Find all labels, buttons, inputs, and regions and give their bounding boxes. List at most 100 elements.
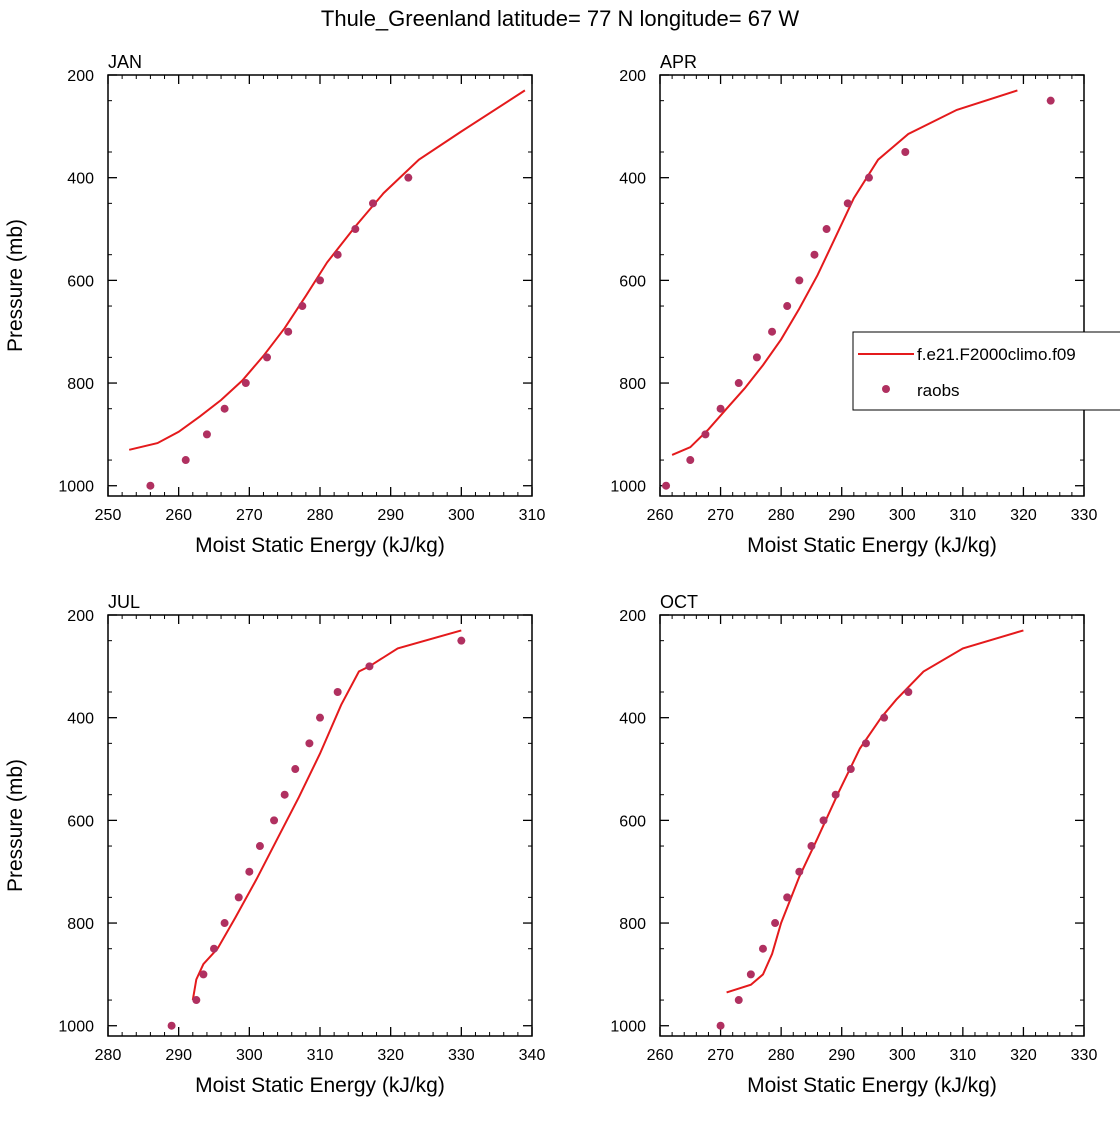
model-line [191,629,462,1001]
x-axis-label: Moist Static Energy (kJ/kg) [747,1074,997,1097]
y-tick-label: 400 [619,711,646,728]
raobs-point [316,713,324,722]
raobs-point [904,688,913,697]
x-tick-label: 310 [519,507,546,524]
x-tick-label: 300 [448,507,475,524]
raobs-point [220,919,229,928]
y-tick-label: 400 [619,171,646,188]
raobs-point [210,944,218,953]
raobs-point [202,430,211,439]
raobs-point [181,456,190,465]
x-tick-label: 260 [647,1047,674,1064]
raobs-point [783,302,792,311]
raobs-point [810,250,819,259]
raobs-point [298,302,307,311]
panel-jan: 250 260 270 280 290 300 310 200 400 600 800 1000 JAN… [4,52,545,557]
plot-frame [107,74,533,497]
x-tick-label: 260 [165,507,192,524]
raobs-point [846,765,855,774]
y-tick-label: 200 [619,68,646,85]
raobs-point [220,404,229,413]
panel-title: APR [660,52,697,72]
raobs-point [263,353,271,362]
panel-title: JAN [108,52,142,72]
x-tick-label: 270 [236,507,263,524]
legend-box [852,331,1120,411]
legend-label-model: f.e21.F2000climo.f09 [917,345,1076,364]
x-tick-label: 300 [236,1047,263,1064]
y-tick-label: 600 [619,273,646,290]
x-axis-label: Moist Static Energy (kJ/kg) [195,534,445,557]
legend-label-obs: raobs [917,381,960,400]
x-tick-label: 290 [165,1047,192,1064]
raobs-point [831,790,840,799]
raobs-point [305,739,314,748]
x-tick-label: 280 [768,507,795,524]
raobs-point [1046,96,1055,105]
raobs-point [333,688,342,697]
x-tick-label: 290 [828,1047,855,1064]
raobs-point [245,867,254,876]
x-tick-label: 320 [1010,507,1037,524]
y-tick-label: 200 [67,68,94,85]
raobs-point [752,353,761,362]
x-tick-label: 320 [1010,1047,1037,1064]
y-tick-label: 800 [67,376,94,393]
raobs-point [686,456,695,465]
x-tick-label: 250 [95,507,122,524]
raobs-point [662,481,671,490]
y-tick-label: 400 [67,711,94,728]
figure-title: Thule_Greenland latitude= 77 N longitude… [321,6,799,31]
x-tick-label: 280 [768,1047,795,1064]
x-tick-label: 260 [647,507,674,524]
x-tick-label: 300 [889,1047,916,1064]
y-tick-label: 1000 [610,1019,646,1036]
raobs-point [795,867,804,876]
raobs-point [734,996,743,1005]
raobs-point [192,996,201,1005]
x-tick-label: 280 [95,1047,122,1064]
model-line [671,89,1018,456]
raobs-point [861,739,870,748]
raobs-point [716,404,725,413]
raobs-point [795,276,804,285]
raobs-point [807,842,816,851]
x-tick-label: 300 [889,507,916,524]
raobs-point [457,636,466,645]
plot-frame [107,614,533,1037]
raobs-point [270,816,279,825]
raobs-point [701,430,710,439]
x-tick-label: 270 [707,1047,734,1064]
raobs-point [146,481,155,490]
x-tick-label: 280 [307,507,334,524]
raobs-point [333,250,342,259]
raobs-point [819,816,828,825]
x-tick-label: 290 [828,507,855,524]
x-axis-label: Moist Static Energy (kJ/kg) [747,534,997,557]
raobs-point [291,765,300,774]
raobs-point [280,790,289,799]
x-tick-label: 330 [1071,1047,1098,1064]
raobs-point [880,713,889,722]
raobs-point [365,662,374,671]
raobs-point [771,919,780,928]
y-axis-label: Pressure (mb) [4,219,27,352]
x-axis-label: Moist Static Energy (kJ/kg) [195,1074,445,1097]
x-tick-label: 310 [307,1047,334,1064]
plot-frame [659,74,1085,497]
raobs-point [901,148,910,157]
x-tick-label: 270 [707,507,734,524]
x-tick-label: 320 [377,1047,404,1064]
raobs-point [758,944,767,953]
raobs-point [404,173,413,182]
x-tick-label: 330 [1071,507,1098,524]
raobs-point [234,893,243,902]
y-tick-label: 200 [67,608,94,625]
raobs-point [284,327,293,336]
y-tick-label: 1000 [610,479,646,496]
raobs-point [316,276,324,285]
raobs-point [822,225,831,234]
raobs-point [351,225,360,234]
panel-title: JUL [108,592,140,612]
